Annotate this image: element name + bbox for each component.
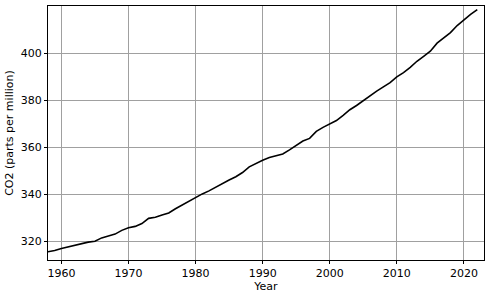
- svg-text:2000: 2000: [316, 267, 344, 280]
- svg-text:2010: 2010: [383, 267, 411, 280]
- svg-text:1990: 1990: [249, 267, 277, 280]
- svg-text:1970: 1970: [114, 267, 142, 280]
- svg-text:400: 400: [21, 47, 42, 60]
- svg-text:360: 360: [21, 141, 42, 154]
- svg-text:380: 380: [21, 94, 42, 107]
- svg-text:340: 340: [21, 188, 42, 201]
- svg-text:1960: 1960: [47, 267, 75, 280]
- svg-text:CO2 (parts per million): CO2 (parts per million): [3, 70, 16, 196]
- svg-text:1980: 1980: [182, 267, 210, 280]
- svg-text:Year: Year: [253, 280, 278, 293]
- svg-text:320: 320: [21, 235, 42, 248]
- svg-text:2020: 2020: [450, 267, 478, 280]
